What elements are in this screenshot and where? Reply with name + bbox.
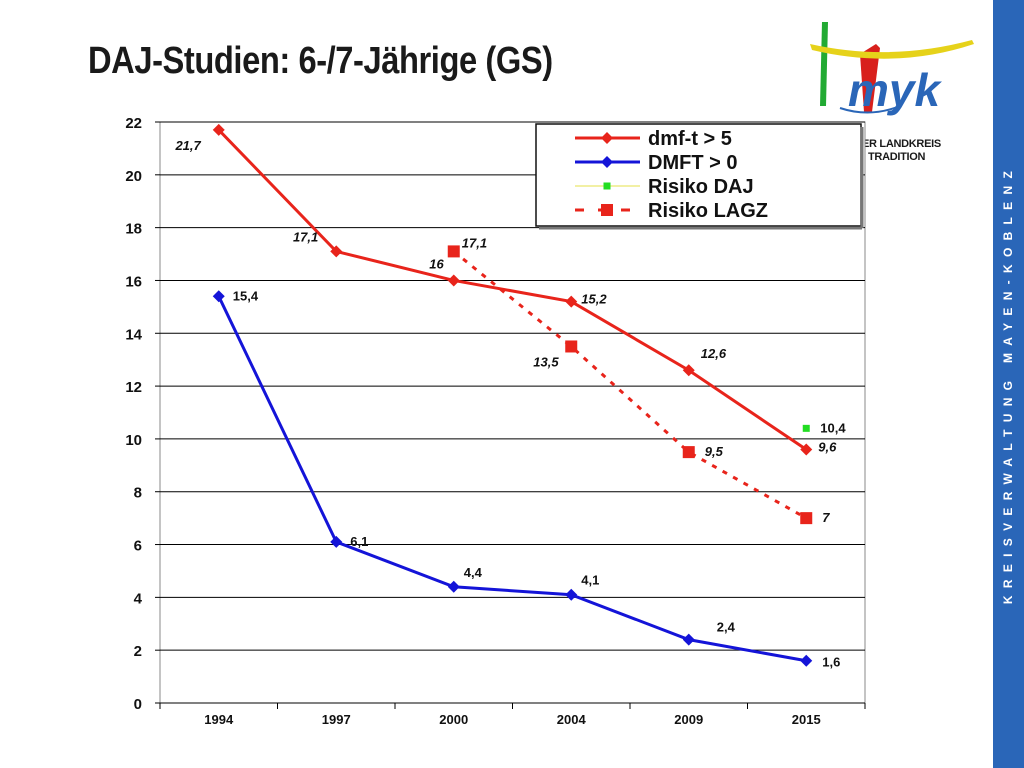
x-tick-label: 2000 — [439, 712, 468, 727]
data-label: 21,7 — [174, 138, 201, 153]
x-tick-label: 1994 — [204, 712, 234, 727]
legend-item: Risiko DAJ — [575, 176, 754, 198]
data-label: 15,4 — [233, 288, 259, 303]
x-tick-label: 2009 — [674, 712, 703, 727]
legend-marker — [601, 132, 613, 144]
series-line — [217, 295, 807, 663]
legend-marker — [601, 204, 613, 216]
x-tick-label: 2015 — [792, 712, 821, 727]
series-layer — [212, 123, 813, 667]
series-3 — [447, 245, 813, 525]
myk-logo: myk — [810, 22, 974, 116]
series-2 — [802, 424, 810, 432]
y-tick-label: 18 — [125, 221, 142, 238]
x-tick-label: 2004 — [557, 712, 587, 727]
data-point — [802, 424, 810, 432]
data-point — [212, 290, 225, 303]
y-tick-label: 10 — [125, 432, 142, 449]
data-point — [330, 245, 343, 258]
data-point — [682, 364, 695, 377]
legend-marker — [603, 182, 611, 190]
series-line — [217, 128, 808, 451]
y-tick-label: 2 — [134, 643, 142, 660]
data-labels: 21,7 17,1 16 15,2 12,6 9,6 15,4 6,1 4,4 4,1 2,4 1,6… — [174, 138, 846, 670]
data-label: 16 — [429, 256, 444, 271]
y-tick-label: 6 — [134, 538, 142, 555]
legend-label: dmf-t > 5 — [648, 128, 732, 150]
legend-label: Risiko LAGZ — [648, 200, 768, 222]
y-tick-label: 4 — [134, 590, 143, 607]
data-label: 9,5 — [705, 444, 724, 459]
side-band — [993, 0, 1024, 768]
y-tick-label: 16 — [125, 273, 142, 290]
logo-caption-line2: TRADITION — [868, 151, 926, 163]
legend-box — [535, 123, 862, 227]
y-tick-label: 8 — [134, 485, 142, 502]
data-label: 12,6 — [701, 346, 727, 361]
legend-marker — [601, 156, 613, 168]
legend-label: DMFT > 0 — [648, 152, 737, 174]
y-tick-label: 14 — [125, 326, 142, 343]
data-label: 4,1 — [581, 573, 599, 588]
data-point — [682, 633, 695, 646]
data-label: 9,6 — [818, 439, 837, 454]
data-point — [800, 512, 813, 525]
legend-item: Risiko LAGZ — [575, 200, 768, 222]
data-point — [447, 274, 460, 287]
legend-item: DMFT > 0 — [575, 152, 737, 174]
y-tick-label: 22 — [125, 115, 142, 132]
data-label: 13,5 — [533, 354, 559, 369]
data-point — [682, 446, 695, 459]
data-point — [330, 535, 343, 548]
slide-title: DAJ-Studien: 6-/7-Jährige (GS) — [88, 40, 553, 82]
data-label: 7 — [822, 510, 830, 525]
data-label: 17,1 — [462, 235, 487, 250]
y-tick-label: 0 — [134, 696, 142, 713]
logo-wordmark: myk — [848, 64, 942, 116]
data-point — [447, 580, 460, 593]
y-tick-label: 20 — [125, 168, 142, 185]
data-point — [565, 295, 578, 308]
data-point — [447, 245, 460, 258]
series-1 — [212, 290, 813, 667]
x-axis-ticks: 1994 1997 2000 2004 2009 2015 — [159, 703, 866, 727]
data-point — [800, 654, 813, 667]
data-label: 1,6 — [822, 655, 840, 670]
data-point — [565, 340, 578, 353]
data-label: 15,2 — [581, 292, 607, 307]
legend-item: dmf-t > 5 — [575, 128, 732, 150]
data-label: 2,4 — [717, 620, 736, 635]
data-point — [565, 588, 578, 601]
data-label: 17,1 — [293, 229, 318, 244]
y-tick-label: 12 — [125, 379, 142, 396]
logo-caption-line1: ER LANDKREIS — [862, 138, 941, 150]
data-label: 10,4 — [820, 420, 846, 435]
series-line — [452, 250, 807, 520]
series-0 — [212, 123, 813, 456]
data-point — [800, 443, 813, 456]
x-tick-label: 1997 — [322, 712, 351, 727]
data-point — [212, 123, 225, 136]
legend-label: Risiko DAJ — [648, 176, 754, 198]
y-axis-ticks: 0 2 4 6 8 10 12 14 16 18 20 22 — [125, 115, 160, 713]
data-label: 6,1 — [350, 534, 368, 549]
data-label: 4,4 — [464, 565, 483, 580]
